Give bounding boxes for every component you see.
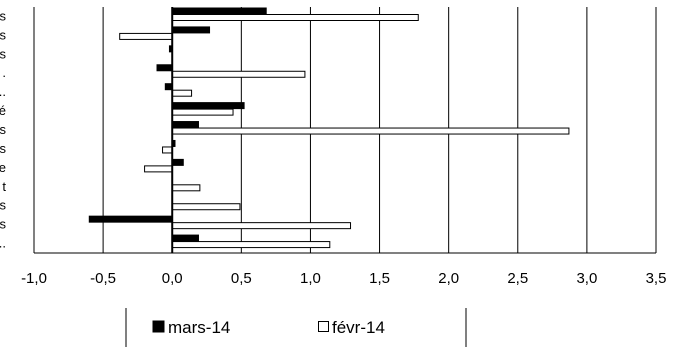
x-tick-label: 3,0 (576, 270, 597, 287)
bar-mars-14 (171, 26, 211, 34)
bars (88, 7, 570, 249)
bar-fevr-14 (144, 165, 173, 173)
bar-mars-14 (171, 158, 184, 166)
category-label: s (0, 198, 7, 213)
bar-fevr-14 (162, 146, 173, 154)
x-tick-labels: -1,0 -0,5 0,0 0,5 1,0 1,5 2,0 2,5 3,0 3,5 (21, 270, 666, 287)
bar-mars-14 (156, 64, 173, 72)
category-label: s (0, 122, 7, 137)
bar-mars-14 (171, 234, 199, 242)
x-tick-label: 1,0 (300, 270, 321, 287)
bar-fevr-14 (171, 203, 241, 211)
bar-fevr-14 (171, 108, 234, 116)
bar-fevr-14 (171, 70, 306, 78)
category-label: e (0, 160, 6, 175)
category-label: t (2, 179, 6, 194)
category-label: ... (0, 236, 6, 251)
bar-fevr-14 (171, 89, 193, 97)
legend-swatch-mars (152, 320, 165, 333)
category-label: . (2, 65, 6, 80)
bar-fevr-14 (171, 184, 201, 192)
x-tick-label: 0,5 (231, 270, 252, 287)
x-tick-label: 3,5 (646, 270, 667, 287)
bar-fevr-14 (119, 32, 173, 40)
legend-swatch-fevr (318, 321, 329, 332)
bar-fevr-14 (171, 127, 570, 135)
x-tick-label: 2,5 (507, 270, 528, 287)
category-label: t... (0, 84, 6, 99)
category-label: s (0, 217, 7, 232)
bar-mars-14 (88, 215, 173, 223)
x-tick-label: -1,0 (21, 270, 47, 287)
category-label: s (0, 141, 7, 156)
x-tick-label: 2,0 (438, 270, 459, 287)
bar-mars-14 (171, 102, 245, 110)
legend: mars-14 févr-14 (125, 308, 467, 347)
x-tick-label: 1,5 (369, 270, 390, 287)
bar-mars-14 (171, 121, 199, 129)
category-labels: sss.t...éssetss... (0, 8, 7, 250)
category-label: s (0, 46, 7, 61)
category-label: é (0, 103, 6, 118)
legend-label-fevr: févr-14 (332, 318, 385, 337)
bar-fevr-14 (171, 241, 331, 249)
bar-fevr-14 (171, 222, 352, 230)
x-tick-label: -0,5 (90, 270, 116, 287)
bar-mars-14 (171, 7, 267, 15)
bar-mars-14 (164, 83, 173, 91)
x-tick-label: 0,0 (162, 270, 183, 287)
category-label: s (0, 27, 7, 42)
category-label: s (0, 8, 7, 23)
legend-label-mars: mars-14 (168, 318, 230, 337)
bar-fevr-14 (171, 14, 419, 21)
